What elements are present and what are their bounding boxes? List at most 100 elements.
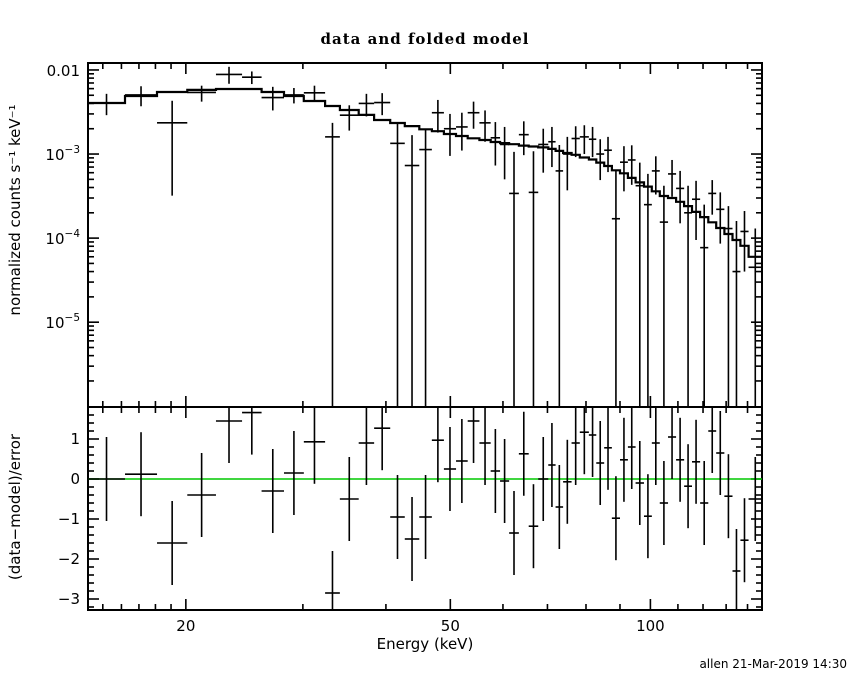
residual-point: [708, 407, 717, 473]
x-tick-label: 50: [441, 617, 460, 635]
data-point: [88, 93, 126, 116]
data-point: [325, 122, 340, 407]
residual-point: [604, 407, 612, 490]
data-point: [635, 162, 644, 407]
plot-title: data and folded model: [320, 30, 530, 48]
residual-point: [500, 439, 510, 523]
residual-point: [627, 407, 636, 489]
residual-point: [419, 475, 432, 559]
residual-point: [374, 407, 391, 471]
data-point: [563, 136, 572, 191]
residual-point: [358, 407, 375, 485]
residual-point: [283, 431, 304, 515]
y-tick-label: −1: [58, 510, 80, 528]
residual-point: [467, 407, 480, 463]
residual-point: [748, 457, 762, 541]
residual-point: [579, 407, 589, 475]
residual-point: [404, 497, 420, 581]
data-point: [732, 220, 741, 407]
residual-point: [125, 432, 158, 517]
data-point: [528, 151, 539, 407]
data-point: [691, 180, 701, 240]
data-point: [588, 126, 597, 158]
data-point: [708, 180, 717, 215]
data-point: [479, 110, 491, 142]
data-point: [404, 135, 420, 407]
residual-point: [215, 407, 243, 463]
data-point: [339, 105, 359, 131]
residual-point: [588, 407, 597, 477]
y-tick-label: 10−5: [45, 312, 80, 332]
residual-point: [571, 407, 580, 485]
data-point: [716, 192, 725, 244]
residual-point: [479, 407, 491, 485]
model-step-path: [88, 87, 762, 258]
data-point: [619, 146, 628, 192]
residual-point: [339, 457, 359, 541]
residual-point: [643, 474, 652, 559]
data-point: [627, 145, 636, 185]
residual-point: [325, 551, 340, 610]
residual-data-points: [88, 407, 762, 610]
data-point: [659, 185, 669, 407]
y-tick-label: 0.01: [47, 62, 80, 80]
residual-point: [668, 407, 677, 479]
residual-point: [456, 419, 468, 503]
data-point: [700, 204, 709, 407]
data-point: [538, 128, 549, 173]
residual-point: [676, 417, 685, 502]
residual-point: [431, 407, 444, 483]
residual-point: [538, 437, 549, 521]
data-point: [187, 85, 216, 102]
data-point: [456, 112, 468, 151]
data-point: [676, 170, 685, 224]
data-point: [604, 136, 612, 173]
residual-point: [157, 501, 188, 585]
residual-point: [509, 491, 519, 575]
residual-point: [619, 417, 628, 502]
residual-point: [187, 453, 216, 537]
residual-point: [724, 454, 733, 539]
data-point: [431, 99, 444, 133]
data-point: [358, 93, 375, 117]
residual-point: [490, 429, 501, 513]
residual-point: [303, 407, 326, 484]
residual-point: [700, 461, 709, 545]
data-point: [283, 88, 304, 104]
data-point: [724, 206, 733, 407]
data-point: [261, 86, 284, 111]
data-point: [125, 86, 158, 107]
data-point: [215, 66, 243, 84]
axis-ticks: [88, 63, 762, 610]
residual-point: [390, 475, 405, 559]
data-point: [509, 151, 519, 407]
data-point: [157, 100, 188, 196]
data-point: [668, 159, 677, 197]
residual-point: [716, 411, 725, 495]
y-tick-label: −2: [58, 550, 80, 568]
residual-point: [88, 437, 126, 521]
y-tick-label: 10−4: [45, 228, 80, 248]
residual-point: [635, 441, 644, 525]
residual-point: [732, 529, 741, 610]
residual-point: [242, 407, 262, 455]
data-point: [555, 145, 564, 407]
plot-timestamp: allen 21-Mar-2019 14:30: [699, 657, 847, 671]
model-step-line: [88, 87, 762, 258]
data-point: [374, 93, 391, 116]
y-tick-label: 0: [70, 470, 80, 488]
residual-point: [518, 411, 529, 496]
y-axis-label-residuals: (data−model)/error: [6, 433, 24, 581]
residual-point: [684, 444, 692, 529]
y-tick-label: 10−3: [45, 144, 80, 164]
data-point: [242, 71, 262, 85]
data-point: [596, 139, 605, 181]
data-point: [571, 126, 580, 158]
spectrum-data-points: [88, 66, 762, 407]
data-point: [490, 122, 501, 166]
data-point: [611, 169, 620, 407]
data-point: [643, 173, 652, 407]
data-point: [579, 125, 589, 155]
residual-point: [563, 439, 572, 524]
